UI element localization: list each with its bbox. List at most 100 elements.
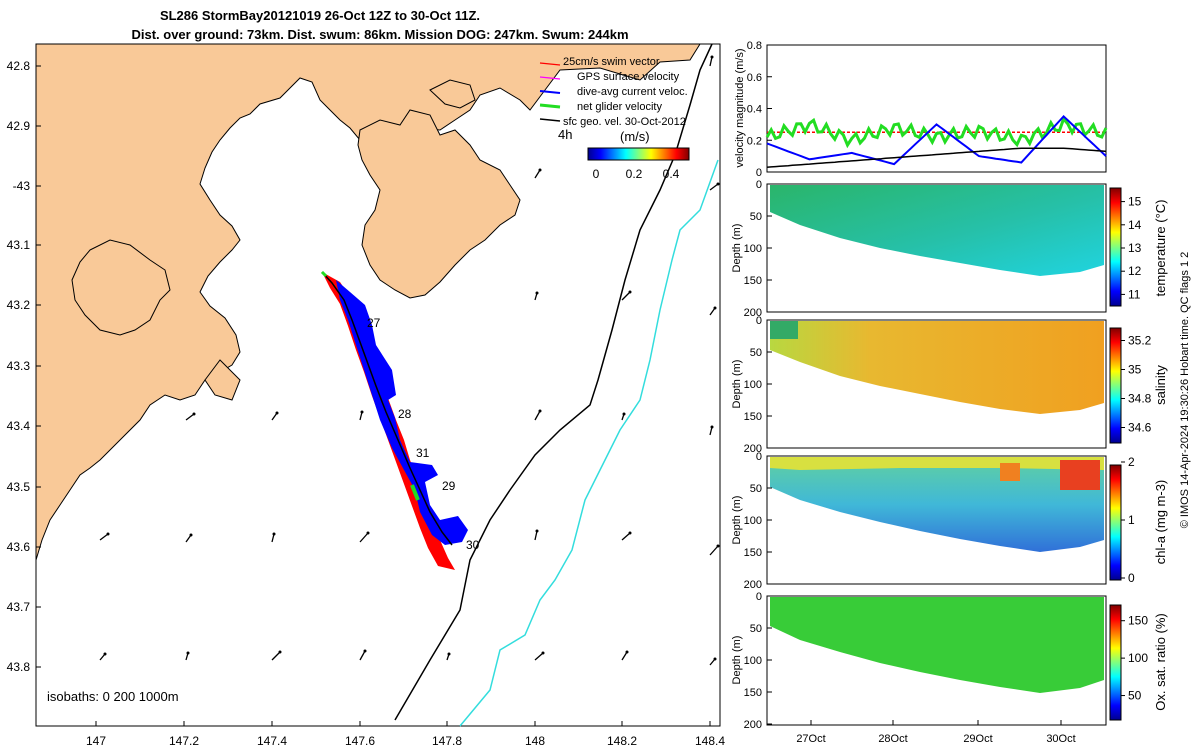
current-arrow-head [710, 55, 714, 59]
velocity-y-ticks: 0 0.2 0.4 0.6 0.8 [747, 40, 772, 179]
map-ytick-label: 43.8 [7, 660, 31, 674]
legend-gps: GPS surface velocity [577, 71, 680, 83]
time-tick-label: 30Oct [1046, 733, 1075, 745]
current-arrow-head [716, 544, 720, 548]
chlorophyll-colorbar [1109, 464, 1122, 581]
colorbar-tick-label: 34.8 [1128, 392, 1152, 406]
day-marker-28: 28 [398, 407, 412, 421]
current-arrow-head [106, 532, 110, 536]
colorbar-tick-label: 11 [1128, 287, 1141, 301]
salinity-fresh-patch [770, 321, 798, 339]
colorbar-tick-label: 100 [1128, 651, 1148, 665]
current-arrow [709, 545, 719, 556]
day-marker-31: 31 [416, 446, 430, 460]
map-ytick-label: -43 [13, 179, 31, 193]
map-ytick-label: 42.9 [7, 119, 31, 133]
salinity-panel: salinity [766, 319, 1168, 449]
current-arrow-head [713, 306, 717, 310]
section-panels: temperature (°C) salinity chl-a (mg m-3)… [766, 183, 1168, 726]
velocity-series-line [765, 115, 1108, 149]
section-ytick-label: 200 [744, 443, 762, 455]
velocity-ytick-label: 0.2 [747, 135, 762, 147]
velocity-ylabel: velocity magnitude (m/s) [734, 48, 746, 167]
velocity-series-line [766, 147, 1107, 168]
current-arrow [534, 652, 544, 661]
map-xtick-label: 148 [525, 734, 545, 748]
section-ylabel: Depth (m) [731, 636, 743, 685]
colorbar-tick-label: 0 [1128, 571, 1135, 585]
current-arrow-head [447, 652, 451, 656]
map-panel: 27 28 31 29 30 25cm/s swim vector GPS su… [7, 43, 725, 748]
current-arrow-head [538, 168, 542, 172]
chlorophyll-panel: chl-a (mg m-3) [766, 455, 1168, 585]
section-ytick-label: 150 [744, 275, 762, 287]
timestamp-note: © IMOS 14-Apr-2024 19:30:26 Hobart time.… [1179, 252, 1191, 529]
colorbar-tick-label: 50 [1128, 689, 1142, 703]
current-arrow-head [535, 291, 539, 295]
colorbar-tick-label: 35.2 [1128, 334, 1152, 348]
section-ytick-label: 50 [750, 211, 762, 223]
legend-dive: dive-avg current veloc. [577, 86, 688, 98]
current-arrow-head [363, 649, 367, 653]
current-arrow-head [366, 531, 370, 535]
section-ytick-label: 100 [744, 243, 762, 255]
section-ytick-label: 0 [756, 591, 762, 603]
legend-net: net glider velocity [577, 101, 662, 113]
map-colorbar [587, 147, 690, 161]
current-arrow-head [103, 652, 107, 656]
chlorophyll-mid-patch [1000, 463, 1020, 481]
current-arrow [709, 56, 713, 67]
day-marker-29: 29 [442, 479, 456, 493]
map-ytick-label: 43.1 [7, 238, 31, 252]
colorbar-label: (m/s) [620, 129, 650, 144]
current-arrow-head [710, 425, 714, 429]
day-marker-30: 30 [466, 538, 480, 552]
section-ytick-label: 200 [744, 307, 762, 319]
current-arrow-head [716, 182, 720, 186]
section-ytick-label: 0 [756, 179, 762, 191]
map-ytick-label: 43.4 [7, 419, 31, 433]
current-arrow [709, 183, 719, 191]
oxygen-colorbar [1109, 604, 1122, 721]
current-arrow [621, 651, 628, 661]
chlorophyll-clabel: chl-a (mg m-3) [1153, 480, 1168, 565]
title-line2: Dist. over ground: 73km. Dist. swum: 86k… [131, 27, 628, 42]
oxygen-field [770, 597, 1104, 693]
current-arrow-head [192, 412, 196, 416]
legend-swim: 25cm/s swim vector [563, 56, 660, 68]
section-ytick-label: 50 [750, 347, 762, 359]
current-arrow [99, 533, 109, 541]
colorbar-tick-label: 14 [1128, 218, 1142, 232]
section-ytick-label: 150 [744, 547, 762, 559]
map-y-ticks: 42.8 42.9 -43 43.1 43.2 43.3 43.4 43.5 43.6 43.7 4… [7, 59, 41, 674]
map-ytick-label: 43.5 [7, 480, 31, 494]
current-arrow-head [535, 529, 539, 533]
current-arrow [185, 413, 195, 421]
section-ytick-label: 150 [744, 411, 762, 423]
colorbar-tick-label: 2 [1128, 455, 1135, 469]
map-xtick-label: 147.2 [169, 734, 199, 748]
day-markers: 27 28 31 29 30 [367, 316, 480, 552]
section-ytick-label: 100 [744, 379, 762, 391]
colorbar-tick-label: 34.6 [1128, 421, 1152, 435]
legend-sfc: sfc geo. vel. 30-Oct-2012 [563, 116, 686, 128]
velocity-ytick-label: 0.6 [747, 72, 762, 84]
colorbar-tick-2: 0.4 [663, 167, 680, 181]
map-ytick-label: 43.3 [7, 359, 31, 373]
current-arrow [359, 650, 366, 661]
map-xtick-label: 147.4 [257, 734, 287, 748]
current-arrow-head [189, 533, 193, 537]
map-ytick-label: 43.6 [7, 540, 31, 554]
current-arrow [534, 410, 541, 421]
map-xtick-label: 148.4 [695, 734, 725, 748]
current-arrow [359, 532, 369, 543]
section-ytick-label: 50 [750, 483, 762, 495]
map-xtick-label: 147.6 [345, 734, 375, 748]
map-xtick-label: 148.2 [607, 734, 637, 748]
section-ylabel: Depth (m) [731, 224, 743, 273]
time-tick-label: 28Oct [878, 733, 907, 745]
velocity-ytick-label: 0.4 [747, 104, 762, 116]
salinity-field [770, 321, 1104, 414]
section-ytick-label: 100 [744, 655, 762, 667]
